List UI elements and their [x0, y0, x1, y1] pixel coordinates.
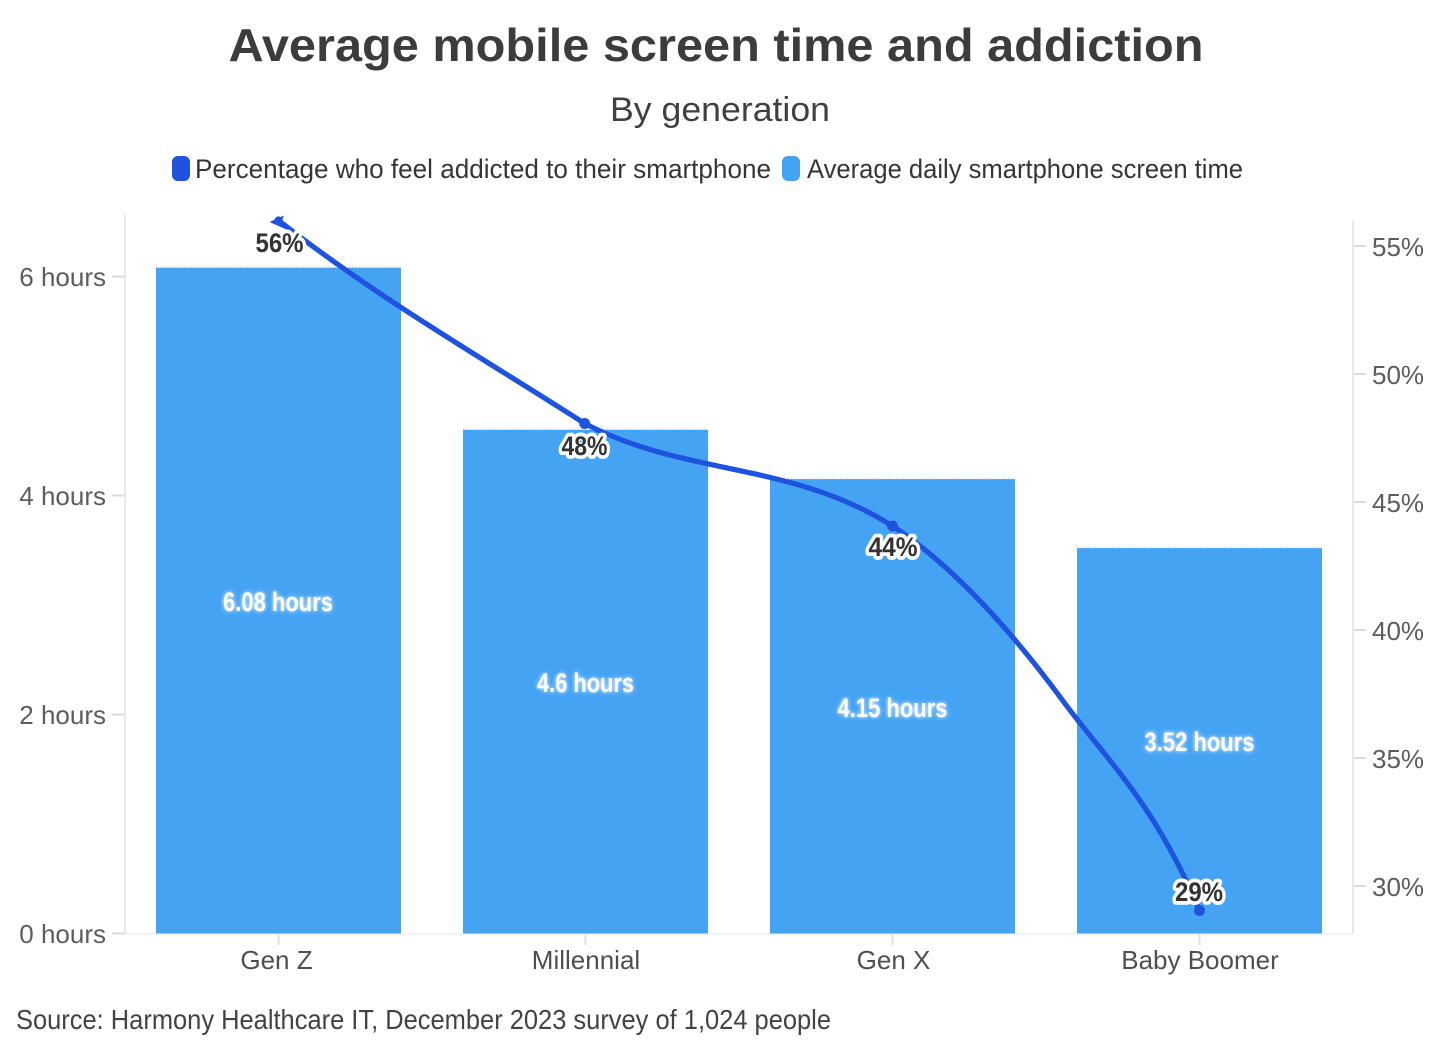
svg-text:29%: 29%: [1175, 877, 1223, 907]
svg-text:4.6 hours: 4.6 hours: [537, 668, 634, 698]
svg-text:50%: 50%: [1372, 360, 1424, 390]
svg-text:Average mobile screen time and: Average mobile screen time and addiction: [229, 19, 1204, 71]
svg-text:48%: 48%: [562, 431, 608, 461]
svg-text:56%: 56%: [256, 228, 304, 258]
svg-text:4.15 hours: 4.15 hours: [838, 693, 948, 723]
svg-text:35%: 35%: [1372, 744, 1424, 774]
svg-text:2 hours: 2 hours: [19, 700, 106, 730]
svg-text:4.15 hours: 4.15 hours: [838, 693, 948, 723]
svg-text:55%: 55%: [1372, 232, 1424, 262]
svg-text:45%: 45%: [1372, 488, 1424, 518]
svg-text:Gen X: Gen X: [857, 945, 931, 975]
svg-text:Source: Harmony Healthcare IT,: Source: Harmony Healthcare IT, December …: [16, 1004, 831, 1035]
svg-text:3.52 hours: 3.52 hours: [1145, 727, 1255, 757]
svg-text:40%: 40%: [1372, 616, 1424, 646]
svg-text:6.08 hours: 6.08 hours: [223, 587, 333, 617]
svg-text:4 hours: 4 hours: [19, 481, 106, 511]
svg-text:By generation: By generation: [610, 91, 830, 129]
svg-text:Gen Z: Gen Z: [240, 945, 312, 975]
svg-text:4.6 hours: 4.6 hours: [537, 668, 634, 698]
svg-text:Percentage who feel addicted t: Percentage who feel addicted to their sm…: [195, 154, 771, 184]
svg-text:30%: 30%: [1372, 872, 1424, 902]
svg-text:3.52 hours: 3.52 hours: [1145, 727, 1255, 757]
svg-text:Millennial: Millennial: [532, 945, 640, 975]
svg-text:6 hours: 6 hours: [19, 262, 106, 292]
svg-text:44%: 44%: [869, 532, 918, 562]
svg-text:0 hours: 0 hours: [19, 919, 106, 949]
svg-text:6.08 hours: 6.08 hours: [223, 587, 333, 617]
svg-text:Baby Boomer: Baby Boomer: [1121, 945, 1279, 975]
svg-text:Average daily smartphone scree: Average daily smartphone screen time: [807, 154, 1243, 184]
